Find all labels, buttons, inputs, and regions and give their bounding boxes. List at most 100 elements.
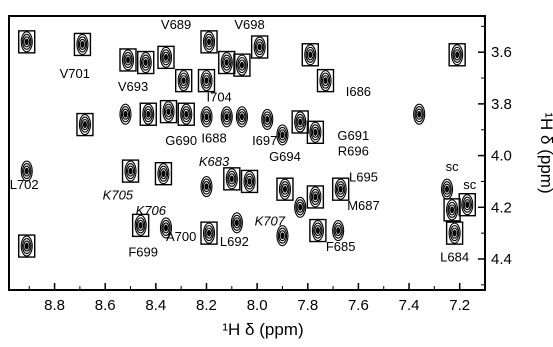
peak-contour bbox=[142, 103, 155, 125]
peak-box bbox=[448, 43, 466, 67]
y-tick-label: 4.4 bbox=[491, 251, 512, 268]
peak-contour bbox=[230, 212, 243, 234]
peak-box bbox=[200, 221, 218, 245]
peak-label: L692 bbox=[220, 234, 249, 249]
y-axis-title: ¹H δ (ppm) bbox=[537, 112, 553, 193]
peak-box bbox=[119, 48, 137, 72]
peak-label: sc bbox=[446, 159, 460, 174]
peak-label: L695 bbox=[349, 169, 378, 184]
peak-contour bbox=[134, 214, 147, 236]
peak-contour bbox=[200, 106, 213, 128]
peak-box bbox=[309, 218, 327, 243]
plot-frame bbox=[8, 15, 486, 291]
peak-contour bbox=[276, 225, 289, 247]
peak-contour bbox=[309, 121, 322, 143]
peak-contour bbox=[76, 33, 89, 55]
y-tick-label: 4.2 bbox=[491, 199, 512, 216]
peak-box bbox=[137, 50, 155, 75]
peak-contour bbox=[304, 44, 317, 66]
peak-box bbox=[276, 177, 294, 201]
peak-label: V693 bbox=[118, 79, 148, 94]
peak-contour bbox=[311, 219, 324, 242]
peak-box bbox=[18, 234, 36, 258]
peak-label: I704 bbox=[206, 89, 231, 104]
peak-box bbox=[218, 50, 236, 75]
x-axis-title: ¹H δ (ppm) bbox=[222, 320, 303, 339]
peaks-layer bbox=[20, 31, 474, 257]
peak-contour bbox=[294, 196, 307, 218]
peak-contour bbox=[309, 186, 322, 208]
peak-box bbox=[175, 68, 193, 93]
peak-box bbox=[233, 53, 251, 77]
peak-contour bbox=[446, 199, 459, 221]
peak-contour bbox=[235, 106, 248, 128]
x-tick-label: 8.8 bbox=[44, 297, 65, 314]
peak-label: M687 bbox=[347, 198, 380, 213]
peak-contour bbox=[177, 70, 190, 92]
peak-label: F699 bbox=[128, 244, 158, 259]
peak-label: K706 bbox=[136, 203, 167, 218]
peak-box bbox=[159, 99, 178, 124]
peak-label: A700 bbox=[166, 229, 196, 244]
peak-contour bbox=[202, 31, 216, 53]
peak-box bbox=[197, 68, 216, 93]
peak-label: K683 bbox=[199, 154, 230, 169]
x-tick-label: 8.0 bbox=[247, 297, 268, 314]
peak-contour bbox=[225, 168, 238, 190]
peak-box bbox=[131, 213, 150, 238]
peak-label: sc bbox=[463, 177, 477, 192]
y-axis-ticks: 3.6 3.8 4.0 4.2 4.4 bbox=[478, 25, 512, 286]
peak-contour bbox=[253, 36, 266, 58]
x-tick-label: 7.6 bbox=[348, 297, 369, 314]
peak-box bbox=[301, 43, 319, 67]
peak-label: G690 bbox=[165, 133, 197, 148]
peak-contour bbox=[139, 51, 152, 74]
peak-box bbox=[331, 177, 350, 201]
annotations-layer: V689 V698 V701 V693 I704 I686 I688 G690 I697G694… bbox=[10, 17, 477, 265]
peak-contour bbox=[276, 124, 289, 146]
y-tick-label: 3.6 bbox=[491, 44, 512, 61]
peak-contour bbox=[20, 160, 33, 182]
peak-box bbox=[445, 221, 464, 245]
peak-contour bbox=[202, 222, 216, 244]
peak-label: V689 bbox=[161, 17, 191, 32]
x-tick-label: 7.8 bbox=[297, 297, 318, 314]
peak-label: L702 bbox=[10, 177, 39, 192]
peak-contour bbox=[261, 108, 274, 130]
peak-box bbox=[139, 102, 157, 126]
peak-label: V701 bbox=[60, 66, 90, 81]
peak-contour bbox=[220, 51, 233, 74]
peak-contour bbox=[413, 103, 426, 125]
peak-label: K707 bbox=[255, 213, 286, 228]
peak-contour bbox=[157, 163, 170, 185]
peak-label: G694 bbox=[269, 149, 301, 164]
peak-contour bbox=[278, 178, 292, 200]
peak-contour bbox=[448, 222, 461, 244]
peak-label: K705 bbox=[103, 188, 134, 203]
peak-contour bbox=[440, 178, 454, 200]
peak-contour bbox=[159, 217, 173, 239]
peak-contour bbox=[243, 170, 256, 192]
peak-box bbox=[154, 161, 173, 186]
peak-contour bbox=[20, 235, 33, 257]
peak-contour bbox=[220, 106, 233, 128]
peak-label: I688 bbox=[201, 131, 226, 146]
peak-box bbox=[200, 30, 218, 54]
y-tick-label: 4.0 bbox=[491, 148, 512, 165]
peak-label: I686 bbox=[346, 84, 371, 99]
x-axis-ticks: 8.8 8.6 8.4 8.2 8.0 7.8 7.6 7.4 7.2 bbox=[28, 283, 486, 314]
peak-box bbox=[157, 45, 175, 70]
peak-box bbox=[306, 185, 325, 209]
x-tick-label: 8.4 bbox=[145, 297, 166, 314]
peak-label: V698 bbox=[234, 17, 264, 32]
peak-box bbox=[316, 68, 335, 93]
peak-contour bbox=[119, 103, 132, 125]
peak-contour bbox=[332, 219, 345, 242]
peak-contour bbox=[180, 103, 193, 125]
peak-box bbox=[250, 35, 269, 59]
peak-contour bbox=[334, 178, 347, 200]
peak-box bbox=[458, 192, 476, 217]
peak-box bbox=[443, 198, 461, 222]
x-tick-label: 7.4 bbox=[399, 297, 420, 314]
peak-contour bbox=[200, 70, 213, 92]
